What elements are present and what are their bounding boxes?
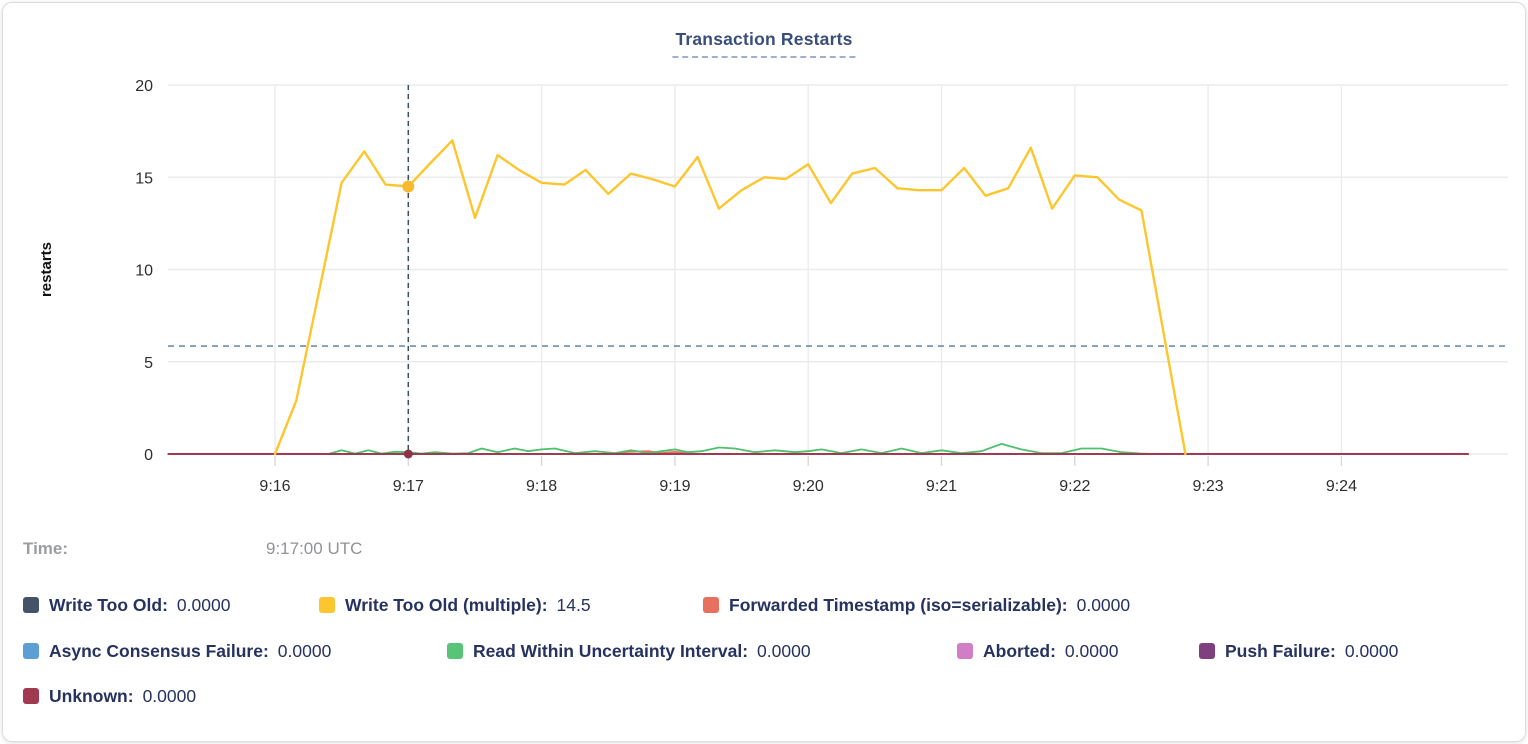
legend-value: 14.5 [556,594,591,615]
legend-swatch [23,597,39,613]
legend-label: Write Too Old: [49,594,168,615]
svg-text:9:19: 9:19 [659,478,690,495]
legend-value: 0.0000 [1344,640,1399,661]
svg-text:9:20: 9:20 [793,478,824,495]
svg-text:restarts: restarts [38,242,55,297]
series-lines [167,139,1469,456]
legend-label: Forwarded Timestamp (iso=serializable): [729,594,1068,615]
legend-value: 0.0000 [176,594,231,615]
legend-swatch [447,643,463,659]
legend-item-unknown[interactable]: Unknown: 0.0000 [23,685,196,707]
legend-label: Push Failure: [1225,640,1336,661]
time-value: 9:17:00 UTC [266,539,363,558]
legend-label: Async Consensus Failure: [49,640,269,661]
crosshair-dot [402,180,415,193]
svg-text:9:24: 9:24 [1326,478,1357,495]
series-read-within-uncertainty-interval [327,442,1163,455]
legend-value: 0.0000 [142,685,197,706]
legend-value: 0.0000 [1076,594,1131,615]
legend-item-async-consensus-failure[interactable]: Async Consensus Failure: 0.0000 [23,640,331,662]
legend-swatch [957,643,973,659]
svg-text:9:22: 9:22 [1059,478,1090,495]
svg-text:9:23: 9:23 [1193,478,1224,495]
legend-item-aborted[interactable]: Aborted: 0.0000 [957,640,1118,662]
legend-item-forwarded-timestamp[interactable]: Forwarded Timestamp (iso=serializable): … [703,594,1130,616]
legend-label: Write Too Old (multiple): [345,594,548,615]
series-write-too-old-multiple- [273,139,1187,456]
legend-item-push-failure[interactable]: Push Failure: 0.0000 [1199,640,1398,662]
legend-item-write-too-old-multiple[interactable]: Write Too Old (multiple): 14.5 [319,594,591,616]
svg-text:9:16: 9:16 [259,478,290,495]
legend-swatch [1199,643,1215,659]
legend-swatch [319,597,335,613]
time-label: Time: [23,539,69,558]
svg-text:5: 5 [144,355,153,372]
legend-value: 0.0000 [757,640,811,661]
svg-text:9:21: 9:21 [926,478,957,495]
legend-label: Read Within Uncertainty Interval: [473,640,749,661]
crosshair-dot [403,449,413,459]
legend-value: 0.0000 [1064,640,1119,661]
svg-text:9:17: 9:17 [393,478,424,495]
legend-swatch [23,688,39,704]
svg-text:10: 10 [135,263,153,280]
svg-text:20: 20 [135,78,153,95]
legend-label: Aborted: [983,640,1056,661]
svg-text:0: 0 [144,447,153,464]
svg-text:9:18: 9:18 [526,478,557,495]
axis-labels: 0 5 10 15 20 9:16 9:17 9:18 9:19 9:20 9:21 9:22 9:23… [38,78,1357,495]
legend-value: 0.0000 [277,640,332,661]
legend-item-read-within-uncertainty-interval[interactable]: Read Within Uncertainty Interval: 0.0000 [447,640,811,662]
crosshair [402,85,415,459]
legend-swatch [703,597,719,613]
legend-swatch [23,643,39,659]
svg-text:15: 15 [135,170,153,187]
gridlines [168,84,1508,466]
transaction-restarts-chart[interactable]: 0 5 10 15 20 9:16 9:17 9:18 9:19 9:20 9:21 9:22 9:23… [3,3,1526,523]
chart-title[interactable]: Transaction Restarts [672,29,856,58]
time-readout: Time: 9:17:00 UTC [3,539,1525,561]
legend-label: Unknown: [49,685,134,706]
legend-item-write-too-old[interactable]: Write Too Old: 0.0000 [23,594,230,616]
